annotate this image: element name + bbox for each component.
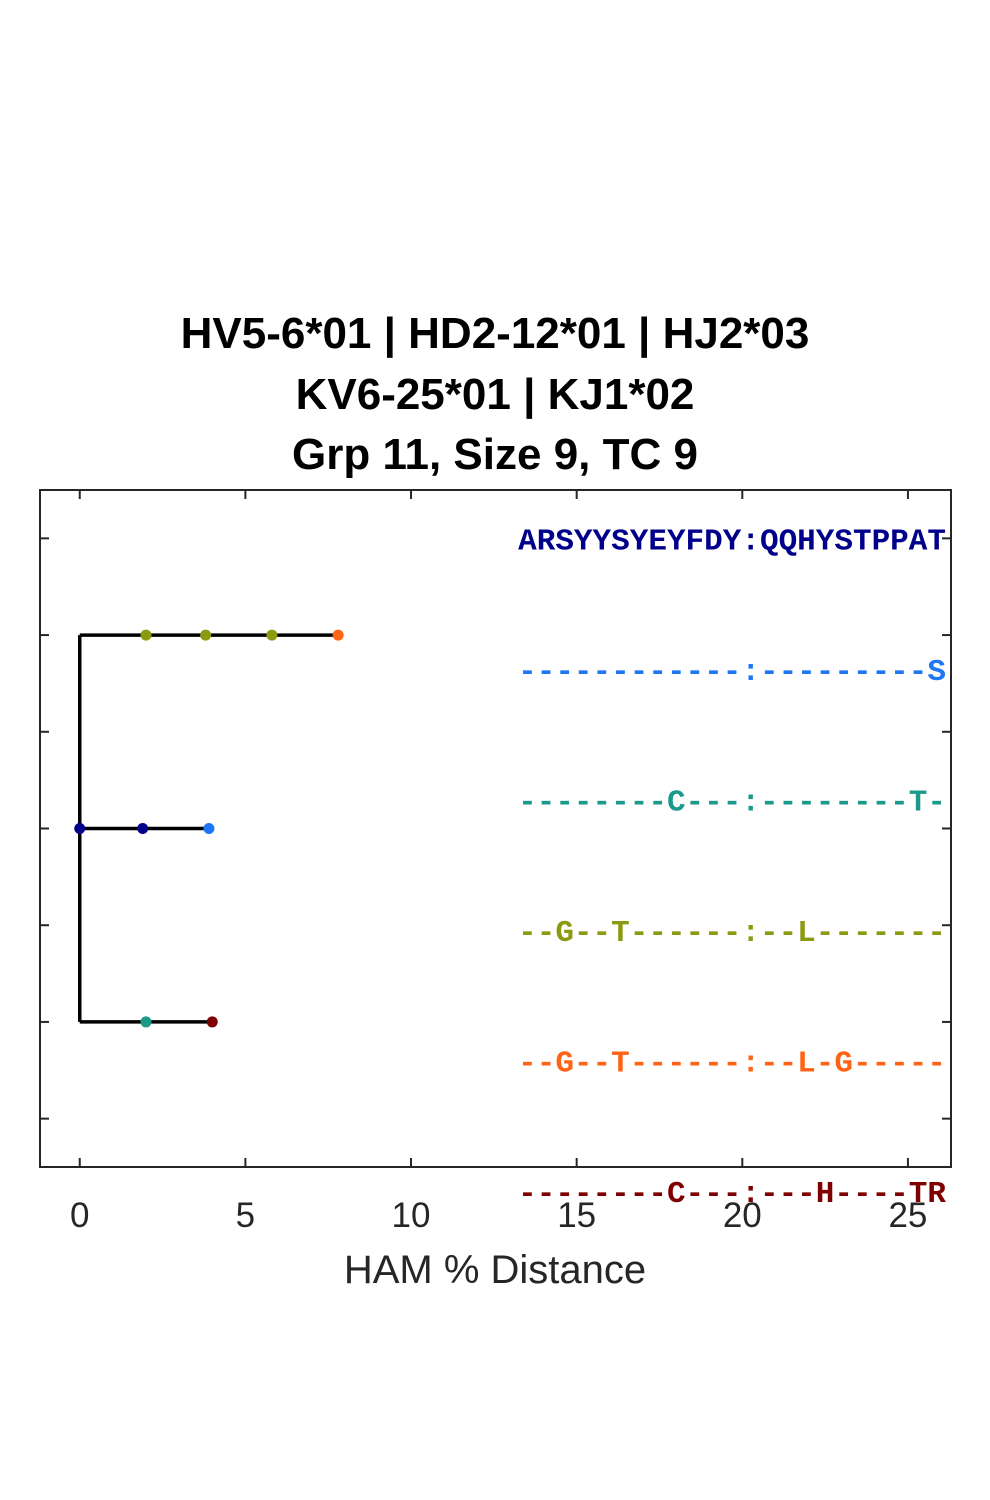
x-tick-label-3: 15 — [557, 1196, 596, 1235]
x-tick-label-1: 5 — [236, 1196, 255, 1235]
x-tick-label-5: 25 — [888, 1196, 927, 1235]
tree-node-0 — [74, 823, 86, 834]
sequence-label-0: ARSYYSYEYFDY:QQHYSTPPAT — [518, 524, 946, 559]
sequence-labels: ARSYYSYEYFDY:QQHYSTPPAT ------------:----… — [518, 524, 946, 1212]
x-tick-label-0: 0 — [70, 1196, 89, 1235]
sequence-label-3: --G--T------:--L------- — [518, 916, 946, 951]
x-tick-label-2: 10 — [392, 1196, 431, 1235]
sequence-label-5: --------C---:---H----TR — [518, 1177, 946, 1212]
axis-ticks — [40, 490, 951, 1167]
tree-node-3 — [140, 629, 152, 641]
tree-node-4 — [200, 629, 212, 641]
x-axis-label: HAM % Distance — [344, 1248, 646, 1292]
tree-nodes — [74, 629, 344, 1028]
tree-node-7 — [140, 1016, 152, 1028]
tree-node-2 — [203, 823, 215, 834]
x-tick-label-4: 20 — [723, 1196, 762, 1235]
title-line-1: HV5-6*01 | HD2-12*01 | HJ2*03 — [180, 309, 810, 358]
tree-node-5 — [266, 629, 278, 641]
title-line-3: Grp 11, Size 9, TC 9 — [292, 430, 698, 479]
title-line-2: KV6-25*01 | KJ1*02 — [295, 370, 695, 419]
tree-node-1 — [137, 823, 149, 834]
sequence-label-1: ------------:---------S — [518, 655, 946, 690]
tree-node-8 — [206, 1016, 218, 1028]
tree-node-6 — [332, 629, 344, 641]
x-tick-labels: 0 5 10 15 20 25 — [70, 1196, 927, 1235]
sequence-label-2: --------C---:--------T- — [518, 785, 946, 820]
sequence-label-4: --G--T------:--L-G----- — [518, 1047, 946, 1082]
